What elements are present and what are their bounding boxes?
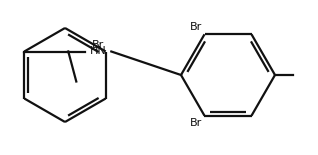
Text: Br: Br xyxy=(190,118,203,128)
Text: Br: Br xyxy=(92,40,104,51)
Text: Br: Br xyxy=(190,22,203,32)
Text: HN: HN xyxy=(90,46,107,57)
